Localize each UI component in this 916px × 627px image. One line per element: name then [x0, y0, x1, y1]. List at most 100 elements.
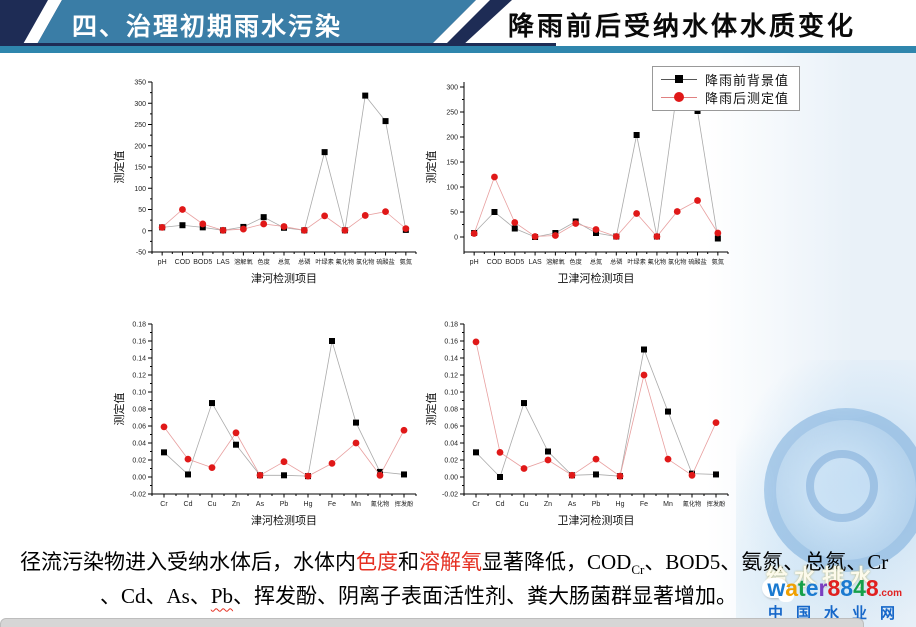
svg-text:总氮: 总氮 — [590, 258, 602, 266]
svg-text:COD: COD — [487, 259, 503, 266]
svg-text:0.08: 0.08 — [444, 407, 458, 414]
svg-text:氯化物: 氯化物 — [668, 258, 687, 266]
svg-text:津河检测项目: 津河检测项目 — [251, 513, 317, 527]
chart-weijinhe-general-params: 0 50 100 150 200 250 300 pH COD BOD5 LAS 溶解氧 色度 总氮 总磷叶… — [424, 82, 729, 285]
svg-text:0.18: 0.18 — [444, 322, 458, 329]
svg-text:Zn: Zn — [544, 501, 552, 508]
svg-text:Cu: Cu — [520, 501, 529, 508]
svg-text:pH: pH — [470, 259, 479, 266]
summary-line: 、Cd、As、Pb、挥发酚、阴离子表面活性剂、粪大肠菌群显著增加。 — [100, 584, 738, 609]
svg-text:Zn: Zn — [232, 501, 240, 508]
svg-text:0: 0 — [454, 235, 458, 242]
svg-text:色度: 色度 — [570, 258, 582, 266]
svg-text:250: 250 — [446, 110, 458, 117]
svg-text:Cr: Cr — [472, 501, 480, 508]
svg-text:氟化物: 氟化物 — [648, 258, 667, 266]
svg-text:硫酸盐: 硫酸盐 — [688, 258, 707, 266]
legend-label: 降雨前背景值 — [705, 72, 790, 88]
svg-text:As: As — [568, 501, 577, 508]
chart-jinhe-heavy-metals: -0.02 0.00 0.02 0.04 0.06 0.08 0.10 0.12 0.14 0.1… — [112, 322, 417, 527]
svg-text:0.14: 0.14 — [444, 356, 458, 363]
section-label: 四、治理初期雨水污染 — [72, 13, 343, 41]
header-banner — [36, 0, 476, 46]
svg-text:300: 300 — [134, 101, 146, 108]
svg-text:氨氮: 氨氮 — [400, 258, 412, 266]
svg-text:0.02: 0.02 — [132, 458, 146, 465]
svg-text:300: 300 — [446, 85, 458, 92]
svg-text:BOD5: BOD5 — [505, 259, 524, 266]
svg-text:Fe: Fe — [640, 501, 648, 508]
svg-text:Cu: Cu — [208, 501, 217, 508]
svg-text:0.16: 0.16 — [444, 339, 458, 346]
svg-text:Cd: Cd — [496, 501, 505, 508]
header-teal-rule — [0, 46, 916, 53]
svg-text:测定值: 测定值 — [424, 393, 438, 426]
svg-text:0.04: 0.04 — [132, 441, 146, 448]
svg-text:Fe: Fe — [328, 501, 336, 508]
svg-text:氰化物: 氰化物 — [371, 500, 390, 508]
svg-text:0.12: 0.12 — [132, 373, 146, 380]
svg-text:As: As — [256, 501, 265, 508]
svg-text:-50: -50 — [136, 250, 146, 257]
svg-text:0: 0 — [142, 228, 146, 235]
page-title: 降雨前后受纳水体水质变化 — [508, 11, 857, 41]
svg-text:pH: pH — [158, 259, 167, 266]
svg-text:0.00: 0.00 — [132, 475, 146, 482]
header-navy-underline — [0, 43, 556, 46]
svg-text:Mn: Mn — [351, 501, 361, 508]
chart-grid: -50 0 50 100 150 200 250 300 350 pH COD BOD5 LAS 溶解氧色… — [112, 56, 736, 538]
svg-text:Cd: Cd — [184, 501, 193, 508]
svg-text:Hg: Hg — [304, 501, 313, 508]
svg-text:溶解氧: 溶解氧 — [546, 258, 565, 266]
wechat-icon — [762, 578, 794, 602]
svg-text:0.02: 0.02 — [444, 458, 458, 465]
svg-text:氯化物: 氯化物 — [356, 258, 375, 266]
svg-text:Pb: Pb — [592, 501, 601, 508]
svg-text:350: 350 — [134, 80, 146, 87]
legend-row-after-rain: 降雨后测定值 — [661, 88, 789, 106]
legend-row-before-rain: 降雨前背景值 — [661, 70, 789, 88]
svg-text:LAS: LAS — [528, 259, 542, 266]
svg-text:50: 50 — [138, 207, 146, 214]
svg-text:0.06: 0.06 — [132, 424, 146, 431]
svg-text:溶解氧: 溶解氧 — [234, 258, 253, 266]
svg-text:卫津河检测项目: 卫津河检测项目 — [558, 271, 635, 285]
svg-text:0.12: 0.12 — [444, 373, 458, 380]
svg-text:硫酸盐: 硫酸盐 — [376, 258, 395, 266]
svg-text:0.16: 0.16 — [132, 339, 146, 346]
svg-text:挥发酚: 挥发酚 — [707, 500, 726, 508]
svg-text:卫津河检测项目: 卫津河检测项目 — [558, 513, 635, 527]
svg-text:0.14: 0.14 — [132, 356, 146, 363]
svg-text:氟化物: 氟化物 — [336, 258, 355, 266]
svg-text:氰化物: 氰化物 — [683, 500, 702, 508]
svg-text:Mn: Mn — [663, 501, 673, 508]
svg-text:0.00: 0.00 — [444, 475, 458, 482]
svg-text:总磷: 总磷 — [610, 258, 622, 266]
summary-line: 径流污染物进入受纳水体后，水体内色度和溶解氧显著降低，CODCr、BOD5、氨氮… — [20, 550, 889, 578]
svg-text:测定值: 测定值 — [424, 151, 438, 184]
svg-text:津河检测项目: 津河检测项目 — [251, 271, 317, 285]
water-research-logo-inner-ring — [806, 450, 878, 522]
svg-text:挥发酚: 挥发酚 — [395, 500, 414, 508]
svg-text:0.04: 0.04 — [444, 441, 458, 448]
chart-legend: 降雨前背景值 降雨后测定值 — [652, 66, 801, 111]
svg-text:COD: COD — [175, 259, 191, 266]
svg-text:250: 250 — [134, 122, 146, 129]
svg-text:0.08: 0.08 — [132, 407, 146, 414]
svg-text:总磷: 总磷 — [298, 258, 310, 266]
svg-text:100: 100 — [134, 186, 146, 193]
svg-text:叶绿素: 叶绿素 — [627, 258, 646, 266]
svg-text:总氮: 总氮 — [278, 258, 290, 266]
svg-text:BOD5: BOD5 — [193, 259, 212, 266]
chart-jinhe-general-params: -50 0 50 100 150 200 250 300 350 pH COD BOD5 LAS 溶解氧色… — [112, 80, 417, 285]
legend-square-marker-icon — [661, 74, 697, 83]
svg-text:Pb: Pb — [280, 501, 289, 508]
svg-text:200: 200 — [446, 135, 458, 142]
svg-text:Cr: Cr — [160, 501, 168, 508]
svg-text:150: 150 — [446, 160, 458, 167]
svg-text:0.10: 0.10 — [444, 390, 458, 397]
site-name: 中国水业网 — [767, 605, 908, 622]
svg-text:-0.02: -0.02 — [130, 492, 146, 499]
svg-text:150: 150 — [134, 165, 146, 172]
